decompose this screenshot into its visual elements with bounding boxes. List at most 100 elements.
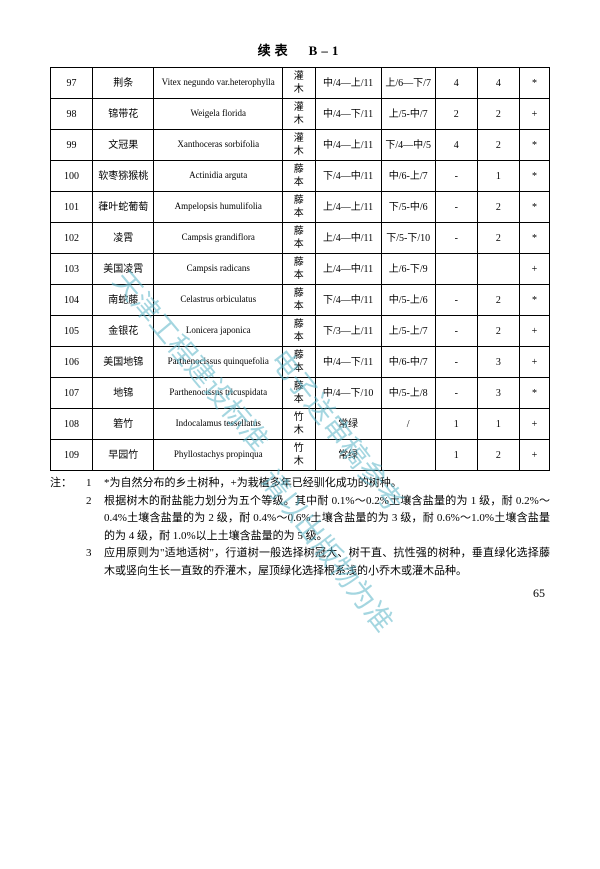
col5: 下/3—上/11 bbox=[315, 316, 381, 347]
col9: + bbox=[519, 409, 549, 440]
table-row: 108箬竹Indocalamus tessellatus竹木常绿/11+ bbox=[51, 409, 550, 440]
col5: 中/4—下/11 bbox=[315, 99, 381, 130]
col8: 2 bbox=[477, 316, 519, 347]
plant-type: 藤本 bbox=[283, 161, 315, 192]
col6: 中/6-中/7 bbox=[381, 347, 435, 378]
row-number: 107 bbox=[51, 378, 93, 409]
latin-name: Ampelopsis humulifolia bbox=[154, 192, 283, 223]
table-row: 98锦带花Weigela florida灌木中/4—下/11上/5-中/722+ bbox=[51, 99, 550, 130]
col8: 1 bbox=[477, 409, 519, 440]
latin-name: Parthenocissus quinquefolia bbox=[154, 347, 283, 378]
col9: * bbox=[519, 192, 549, 223]
cn-name: 箬竹 bbox=[93, 409, 154, 440]
row-number: 100 bbox=[51, 161, 93, 192]
col9: * bbox=[519, 285, 549, 316]
col6: 中/5-上/6 bbox=[381, 285, 435, 316]
col8: 2 bbox=[477, 285, 519, 316]
col8: 2 bbox=[477, 99, 519, 130]
latin-name: Xanthoceras sorbifolia bbox=[154, 130, 283, 161]
plant-type: 灌木 bbox=[283, 130, 315, 161]
cn-name: 美国地锦 bbox=[93, 347, 154, 378]
plant-type: 藤本 bbox=[283, 192, 315, 223]
col7: 4 bbox=[435, 68, 477, 99]
col9: * bbox=[519, 68, 549, 99]
col8: 2 bbox=[477, 192, 519, 223]
col9: + bbox=[519, 254, 549, 285]
col7: - bbox=[435, 223, 477, 254]
plant-type: 灌木 bbox=[283, 68, 315, 99]
row-number: 106 bbox=[51, 347, 93, 378]
notes-section: 注： 1 *为自然分布的乡土树种，+为栽植多年已经驯化成功的树种。 2 根据树木… bbox=[50, 475, 550, 581]
row-number: 98 bbox=[51, 99, 93, 130]
cn-name: 葎叶蛇葡萄 bbox=[93, 192, 154, 223]
plant-type: 藤本 bbox=[283, 254, 315, 285]
col5: 中/4—上/11 bbox=[315, 130, 381, 161]
col7: - bbox=[435, 161, 477, 192]
col6: 中/5-上/8 bbox=[381, 378, 435, 409]
table-row: 100软枣猕猴桃Actinidia arguta藤本下/4—中/11中/6-上/… bbox=[51, 161, 550, 192]
col7: - bbox=[435, 192, 477, 223]
col5: 中/4—下/10 bbox=[315, 378, 381, 409]
latin-name: Campsis grandiflora bbox=[154, 223, 283, 254]
col6: 下/4—中/5 bbox=[381, 130, 435, 161]
col7: - bbox=[435, 347, 477, 378]
table-row: 99文冠果Xanthoceras sorbifolia灌木中/4—上/11下/4… bbox=[51, 130, 550, 161]
col7: - bbox=[435, 378, 477, 409]
col9: * bbox=[519, 378, 549, 409]
col9: + bbox=[519, 440, 549, 471]
table-row: 102凌霄Campsis grandiflora藤本上/4—中/11下/5-下/… bbox=[51, 223, 550, 254]
table-row: 105金银花Lonicera japonica藤本下/3—上/11上/5-上/7… bbox=[51, 316, 550, 347]
row-number: 109 bbox=[51, 440, 93, 471]
table-title: 续表 B–1 bbox=[50, 40, 550, 59]
table-row: 104南蛇藤Celastrus orbiculatus藤本下/4—中/11中/5… bbox=[51, 285, 550, 316]
col8: 2 bbox=[477, 223, 519, 254]
plant-type: 藤本 bbox=[283, 316, 315, 347]
cn-name: 软枣猕猴桃 bbox=[93, 161, 154, 192]
col8: 1 bbox=[477, 161, 519, 192]
cn-name: 凌霄 bbox=[93, 223, 154, 254]
col7 bbox=[435, 254, 477, 285]
col8: 4 bbox=[477, 68, 519, 99]
col5: 上/4—中/11 bbox=[315, 223, 381, 254]
col6: 上/6-下/9 bbox=[381, 254, 435, 285]
col9: + bbox=[519, 99, 549, 130]
col6: 下/5-下/10 bbox=[381, 223, 435, 254]
col7: 4 bbox=[435, 130, 477, 161]
col8 bbox=[477, 254, 519, 285]
col6: 上/5-上/7 bbox=[381, 316, 435, 347]
row-number: 105 bbox=[51, 316, 93, 347]
plant-type: 藤本 bbox=[283, 378, 315, 409]
col5: 上/4—上/11 bbox=[315, 192, 381, 223]
col9: * bbox=[519, 223, 549, 254]
row-number: 104 bbox=[51, 285, 93, 316]
col7: 1 bbox=[435, 440, 477, 471]
note-text: 应用原则为"适地适树"，行道树一般选择树冠大、树干直、抗性强的树种，垂直绿化选择… bbox=[104, 545, 550, 580]
plant-type: 藤本 bbox=[283, 285, 315, 316]
row-number: 102 bbox=[51, 223, 93, 254]
cn-name: 早园竹 bbox=[93, 440, 154, 471]
page-number: 65 bbox=[533, 586, 545, 601]
row-number: 103 bbox=[51, 254, 93, 285]
row-number: 101 bbox=[51, 192, 93, 223]
table-row: 107地锦Parthenocissus tricuspidata藤本中/4—下/… bbox=[51, 378, 550, 409]
table-row: 97荆条Vitex negundo var.heterophylla灌木中/4—… bbox=[51, 68, 550, 99]
note-num: 2 bbox=[86, 493, 104, 546]
col5: 中/4—上/11 bbox=[315, 68, 381, 99]
col5: 下/4—中/11 bbox=[315, 285, 381, 316]
latin-name: Celastrus orbiculatus bbox=[154, 285, 283, 316]
col9: + bbox=[519, 347, 549, 378]
col5: 下/4—中/11 bbox=[315, 161, 381, 192]
col8: 2 bbox=[477, 440, 519, 471]
col6: 上/5-中/7 bbox=[381, 99, 435, 130]
note-num: 3 bbox=[86, 545, 104, 580]
note-num: 1 bbox=[86, 475, 104, 493]
row-number: 97 bbox=[51, 68, 93, 99]
table-row: 106美国地锦Parthenocissus quinquefolia藤本中/4—… bbox=[51, 347, 550, 378]
table-row: 101葎叶蛇葡萄Ampelopsis humulifolia藤本上/4—上/11… bbox=[51, 192, 550, 223]
latin-name: Campsis radicans bbox=[154, 254, 283, 285]
col7: 1 bbox=[435, 409, 477, 440]
cn-name: 锦带花 bbox=[93, 99, 154, 130]
col8: 3 bbox=[477, 378, 519, 409]
latin-name: Actinidia arguta bbox=[154, 161, 283, 192]
col7: - bbox=[435, 285, 477, 316]
